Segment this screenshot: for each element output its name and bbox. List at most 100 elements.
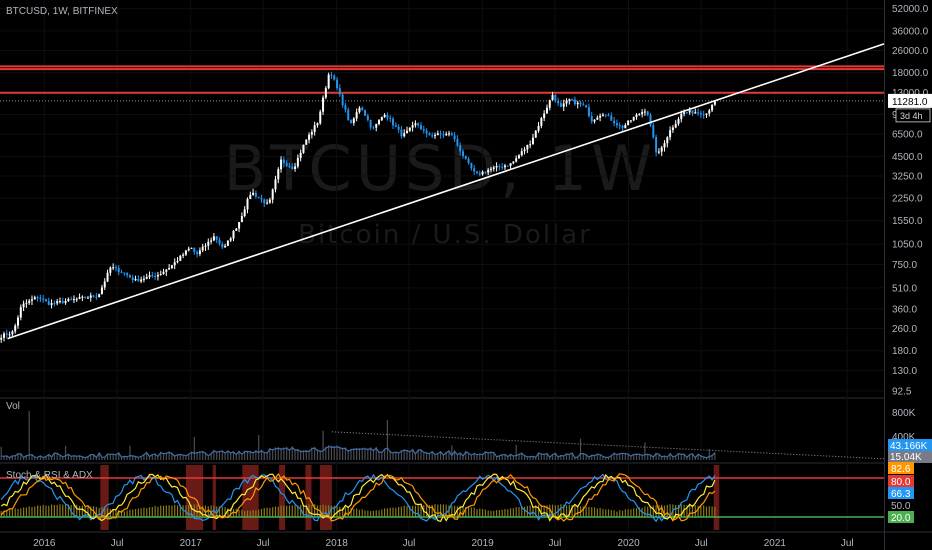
candle-body[interactable] bbox=[587, 107, 590, 117]
candle-body[interactable] bbox=[386, 114, 389, 119]
candle-body[interactable] bbox=[489, 168, 492, 170]
candle-body[interactable] bbox=[545, 107, 548, 114]
candle-body[interactable] bbox=[383, 114, 386, 118]
candle-body[interactable] bbox=[422, 129, 425, 131]
candle-body[interactable] bbox=[302, 144, 305, 153]
candle-body[interactable] bbox=[72, 299, 75, 301]
candle-body[interactable] bbox=[548, 100, 551, 108]
candle-body[interactable] bbox=[397, 126, 400, 130]
candle-body[interactable] bbox=[531, 137, 534, 145]
candle-body[interactable] bbox=[685, 112, 688, 114]
candle-body[interactable] bbox=[103, 281, 106, 288]
candle-body[interactable] bbox=[372, 127, 375, 129]
candle-body[interactable] bbox=[299, 152, 302, 158]
candle-body[interactable] bbox=[53, 303, 56, 305]
candle-body[interactable] bbox=[193, 247, 196, 253]
candle-body[interactable] bbox=[182, 254, 185, 256]
candle-body[interactable] bbox=[100, 287, 103, 295]
candle-body[interactable] bbox=[224, 245, 227, 248]
candle-body[interactable] bbox=[260, 197, 263, 200]
candle-body[interactable] bbox=[652, 125, 655, 138]
candle-body[interactable] bbox=[0, 337, 3, 340]
candle-body[interactable] bbox=[537, 125, 540, 131]
candle-body[interactable] bbox=[324, 88, 327, 98]
candle-body[interactable] bbox=[627, 120, 630, 126]
candle-body[interactable] bbox=[638, 114, 641, 116]
candle-body[interactable] bbox=[257, 196, 260, 198]
candle-body[interactable] bbox=[445, 133, 448, 136]
candle-body[interactable] bbox=[5, 333, 8, 335]
candle-body[interactable] bbox=[711, 104, 714, 111]
candle-body[interactable] bbox=[140, 279, 143, 282]
candle-body[interactable] bbox=[635, 114, 638, 117]
candle-body[interactable] bbox=[47, 300, 50, 305]
candle-body[interactable] bbox=[296, 157, 299, 167]
candle-body[interactable] bbox=[61, 301, 64, 304]
candle-body[interactable] bbox=[509, 163, 512, 166]
candle-body[interactable] bbox=[308, 134, 311, 140]
candle-body[interactable] bbox=[565, 100, 568, 104]
candle-body[interactable] bbox=[145, 276, 148, 279]
candle-body[interactable] bbox=[92, 295, 95, 297]
candle-body[interactable] bbox=[375, 124, 378, 128]
candle-body[interactable] bbox=[84, 296, 87, 299]
candle-body[interactable] bbox=[176, 260, 179, 263]
candle-body[interactable] bbox=[338, 88, 341, 95]
candle-body[interactable] bbox=[151, 275, 154, 277]
candle-body[interactable] bbox=[674, 123, 677, 128]
candle-body[interactable] bbox=[615, 123, 618, 126]
candle-body[interactable] bbox=[562, 103, 565, 107]
candle-body[interactable] bbox=[238, 222, 241, 229]
candle-body[interactable] bbox=[22, 303, 25, 308]
candle-body[interactable] bbox=[669, 130, 672, 138]
candle-body[interactable] bbox=[210, 240, 213, 242]
candle-body[interactable] bbox=[25, 302, 28, 304]
candle-body[interactable] bbox=[327, 74, 330, 89]
ascending-trendline[interactable] bbox=[7, 43, 885, 340]
candle-body[interactable] bbox=[212, 236, 215, 241]
candle-body[interactable] bbox=[277, 169, 280, 180]
candle-body[interactable] bbox=[400, 129, 403, 137]
candle-body[interactable] bbox=[439, 133, 442, 135]
candle-body[interactable] bbox=[680, 113, 683, 120]
candle-body[interactable] bbox=[657, 151, 660, 153]
candle-body[interactable] bbox=[713, 100, 716, 105]
candle-body[interactable] bbox=[487, 169, 490, 173]
candle-body[interactable] bbox=[557, 100, 560, 104]
candle-body[interactable] bbox=[501, 166, 504, 168]
candle-body[interactable] bbox=[98, 294, 101, 297]
candle-body[interactable] bbox=[378, 120, 381, 125]
candle-body[interactable] bbox=[470, 162, 473, 169]
candle-body[interactable] bbox=[221, 243, 224, 248]
candle-body[interactable] bbox=[70, 299, 73, 301]
candle-body[interactable] bbox=[406, 130, 409, 134]
candle-body[interactable] bbox=[655, 137, 658, 153]
candle-body[interactable] bbox=[366, 115, 369, 120]
candle-body[interactable] bbox=[475, 171, 478, 174]
candle-body[interactable] bbox=[154, 275, 157, 277]
candle-body[interactable] bbox=[67, 299, 70, 302]
candle-body[interactable] bbox=[28, 300, 31, 303]
candle-body[interactable] bbox=[268, 199, 271, 203]
candle-body[interactable] bbox=[330, 74, 333, 76]
candle-body[interactable] bbox=[408, 127, 411, 131]
candle-body[interactable] bbox=[604, 114, 607, 116]
candle-body[interactable] bbox=[254, 192, 257, 197]
candle-body[interactable] bbox=[540, 118, 543, 126]
candle-body[interactable] bbox=[590, 116, 593, 122]
candle-body[interactable] bbox=[352, 118, 355, 124]
candle-body[interactable] bbox=[697, 112, 700, 114]
candle-body[interactable] bbox=[235, 228, 238, 231]
candle-body[interactable] bbox=[33, 297, 36, 300]
candle-body[interactable] bbox=[461, 151, 464, 157]
candle-body[interactable] bbox=[607, 114, 610, 116]
candle-body[interactable] bbox=[75, 298, 78, 300]
candle-body[interactable] bbox=[86, 297, 89, 299]
candle-body[interactable] bbox=[44, 299, 47, 301]
candle-body[interactable] bbox=[691, 110, 694, 114]
candle-body[interactable] bbox=[310, 131, 313, 135]
candle-body[interactable] bbox=[50, 303, 53, 305]
candle-body[interactable] bbox=[585, 105, 588, 108]
candle-body[interactable] bbox=[165, 269, 168, 272]
